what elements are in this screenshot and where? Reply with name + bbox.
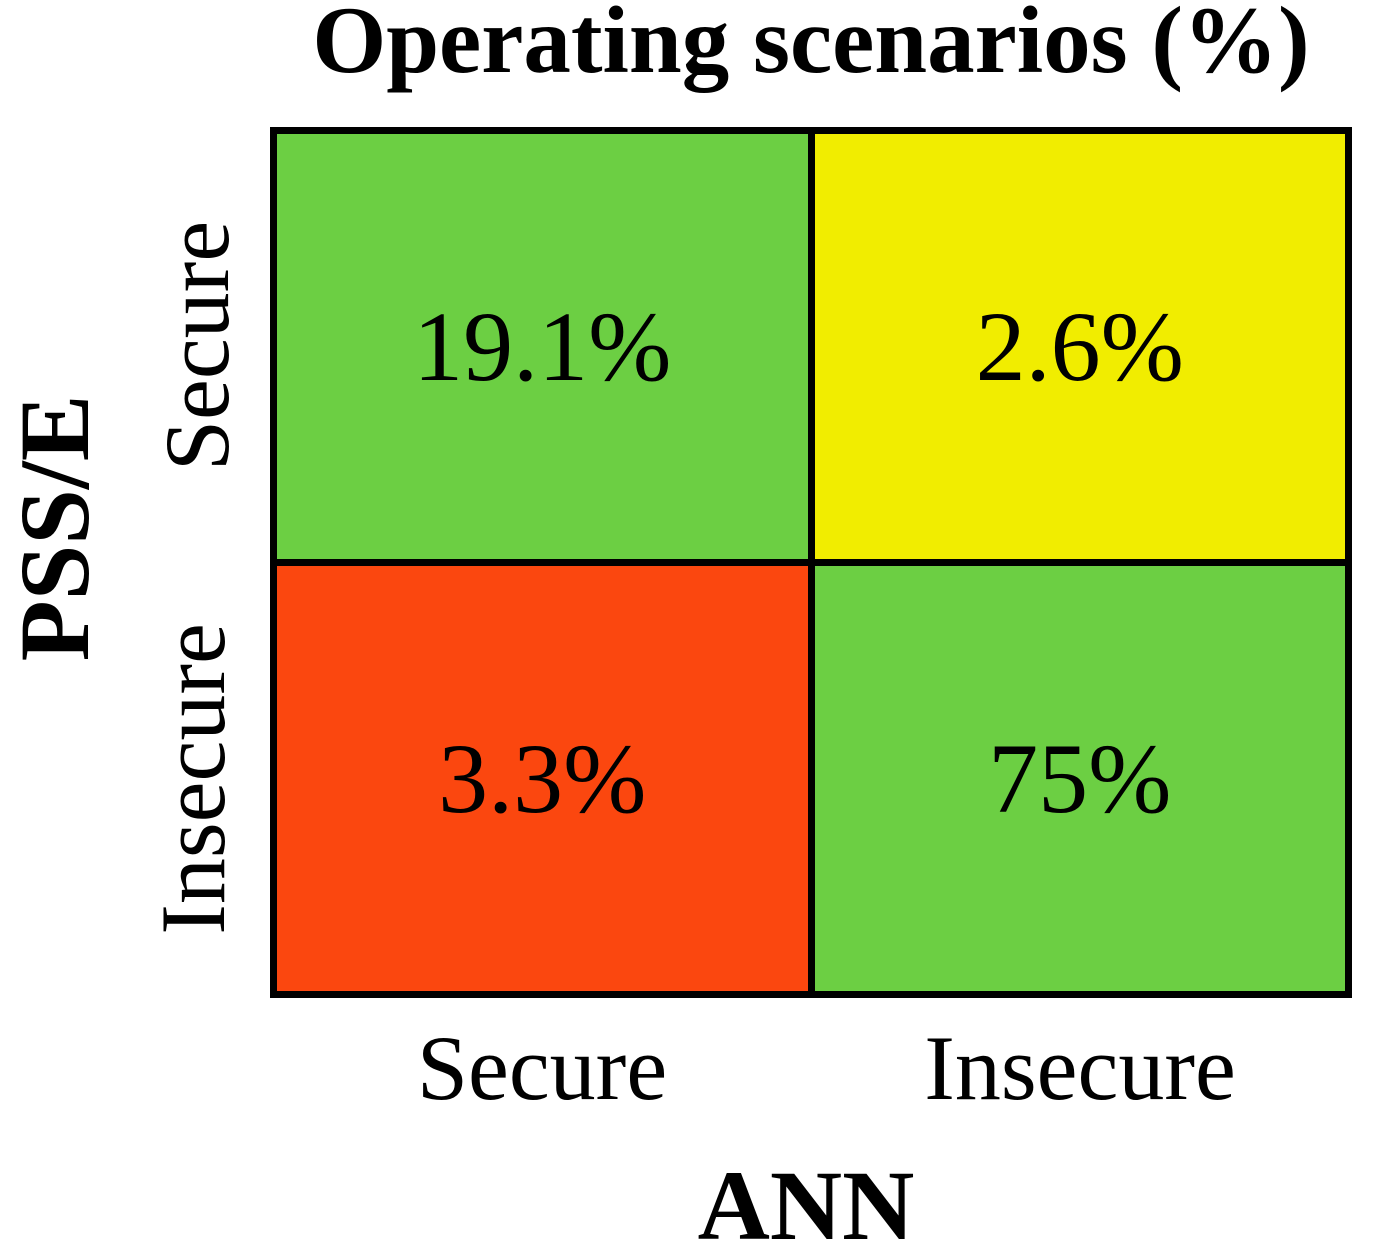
y-tick-insecure: Insecure [142, 623, 244, 935]
cell-value-insecure-secure: 3.3% [438, 722, 647, 834]
x-tick-secure: Secure [416, 1017, 668, 1119]
cell-value-insecure-insecure: 75% [988, 722, 1172, 834]
cell-value-secure-insecure: 2.6% [975, 290, 1184, 402]
cell-value-secure-secure: 19.1% [413, 290, 672, 402]
y-tick-secure: Secure [146, 220, 248, 472]
x-axis-label: ANN [697, 1150, 915, 1259]
cell-secure-insecure: 2.6% [814, 134, 1345, 559]
cell-secure-secure: 19.1% [277, 134, 808, 559]
matrix-grid: 19.1% 2.6% 3.3% 75% [270, 127, 1352, 998]
chart-title: Operating scenarios (%) [312, 0, 1310, 93]
y-axis-label: PSS/E [0, 394, 110, 662]
cell-insecure-insecure: 75% [814, 566, 1345, 991]
cell-insecure-secure: 3.3% [277, 566, 808, 991]
x-tick-insecure: Insecure [924, 1017, 1236, 1119]
